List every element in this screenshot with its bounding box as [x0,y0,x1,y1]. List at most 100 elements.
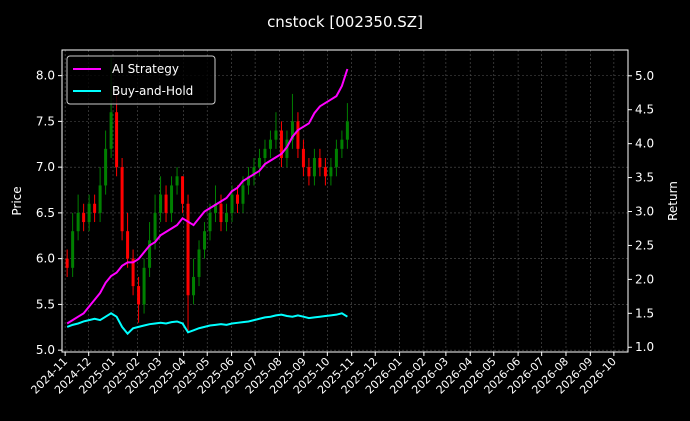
candle [131,249,135,296]
candle [285,130,289,168]
candle-body [71,231,75,268]
plot-frame [61,49,629,353]
candle [181,176,185,213]
candle-body [279,130,283,158]
candle-body [197,249,201,277]
candle [104,130,108,195]
candle [235,185,239,213]
candle [334,139,338,177]
candle [345,103,349,149]
candle [323,157,327,186]
candle-body [120,167,124,232]
y-tick-label-right: 4.5 [635,103,654,117]
candle-body [214,203,218,213]
candle-body [246,176,250,186]
candle [203,222,207,259]
candle-body [252,167,256,177]
candle-body [290,121,294,140]
candle-body [170,185,174,213]
candle-body [181,176,185,204]
candle-body [312,157,316,177]
candle-body [104,148,108,186]
chart-title: cnstock [002350.SZ] [267,13,423,31]
y-tick-label-right: 2.5 [635,238,654,252]
candle [82,203,86,232]
candle [246,167,250,195]
candle [76,194,80,241]
candle [307,157,311,186]
candle [208,203,212,241]
candle-body [126,231,130,259]
y-tick-label-left: 6.0 [36,252,55,266]
candle [329,157,333,186]
candle-body [203,231,207,250]
candle-body [192,276,196,296]
candle [115,93,119,177]
candle-body [131,258,135,287]
candle-body [235,194,239,204]
candle-body [76,212,80,232]
candle-body [340,139,344,149]
legend: AI Strategy Buy-and-Hold [66,55,216,105]
candle-body [148,240,152,268]
candle-body [137,286,141,305]
candle [252,157,256,186]
y-axis-label-right: Return [666,181,680,221]
candle-body [98,185,102,213]
candle-body [93,203,97,213]
candle [148,222,152,277]
candle [296,112,300,158]
candle [197,240,201,287]
candle [98,167,102,223]
y-tick-label-right: 2.0 [635,272,654,286]
y-tick-label-left: 7.0 [36,160,55,174]
candle [290,93,294,149]
candle [274,112,278,149]
candle-body [296,121,300,149]
candle [137,276,141,323]
y-tick-label-left: 7.5 [36,114,55,128]
y-tick-label-left: 5.5 [36,297,55,311]
candle-body [224,212,228,223]
candle [268,130,272,158]
candle [312,148,316,186]
candle [192,258,196,305]
candle [65,249,69,277]
candle-body [334,148,338,168]
candle [159,176,163,223]
series-lines [66,68,349,336]
candle [164,185,168,223]
candle [186,194,190,332]
candle-body [142,267,146,305]
candle [126,212,130,268]
candle [93,194,97,223]
candle-body [164,194,168,213]
candle [340,130,344,158]
candle [142,258,146,314]
legend-label-strategy: AI Strategy [112,62,179,76]
candle [170,176,174,223]
candle [263,139,267,168]
candle-body [274,130,278,140]
candle-body [263,148,267,158]
candle-body [241,185,245,204]
candle [301,139,305,177]
candle-body [345,121,349,140]
candle-body [82,212,86,223]
candle [224,203,228,232]
candle-body [329,167,333,177]
candle-body [208,212,212,232]
candle [175,167,179,195]
y-tick-label-right: 1.0 [635,340,654,354]
candle-body [65,258,69,268]
candle-body [109,112,113,149]
candle-body [307,167,311,177]
candle-body [230,194,234,213]
candle-body [257,157,261,168]
candle-body [115,112,119,168]
y-tick-label-right: 4.0 [635,137,654,151]
y-tick-label-right: 3.5 [635,171,654,185]
candle-body [153,212,157,241]
candle [153,194,157,250]
